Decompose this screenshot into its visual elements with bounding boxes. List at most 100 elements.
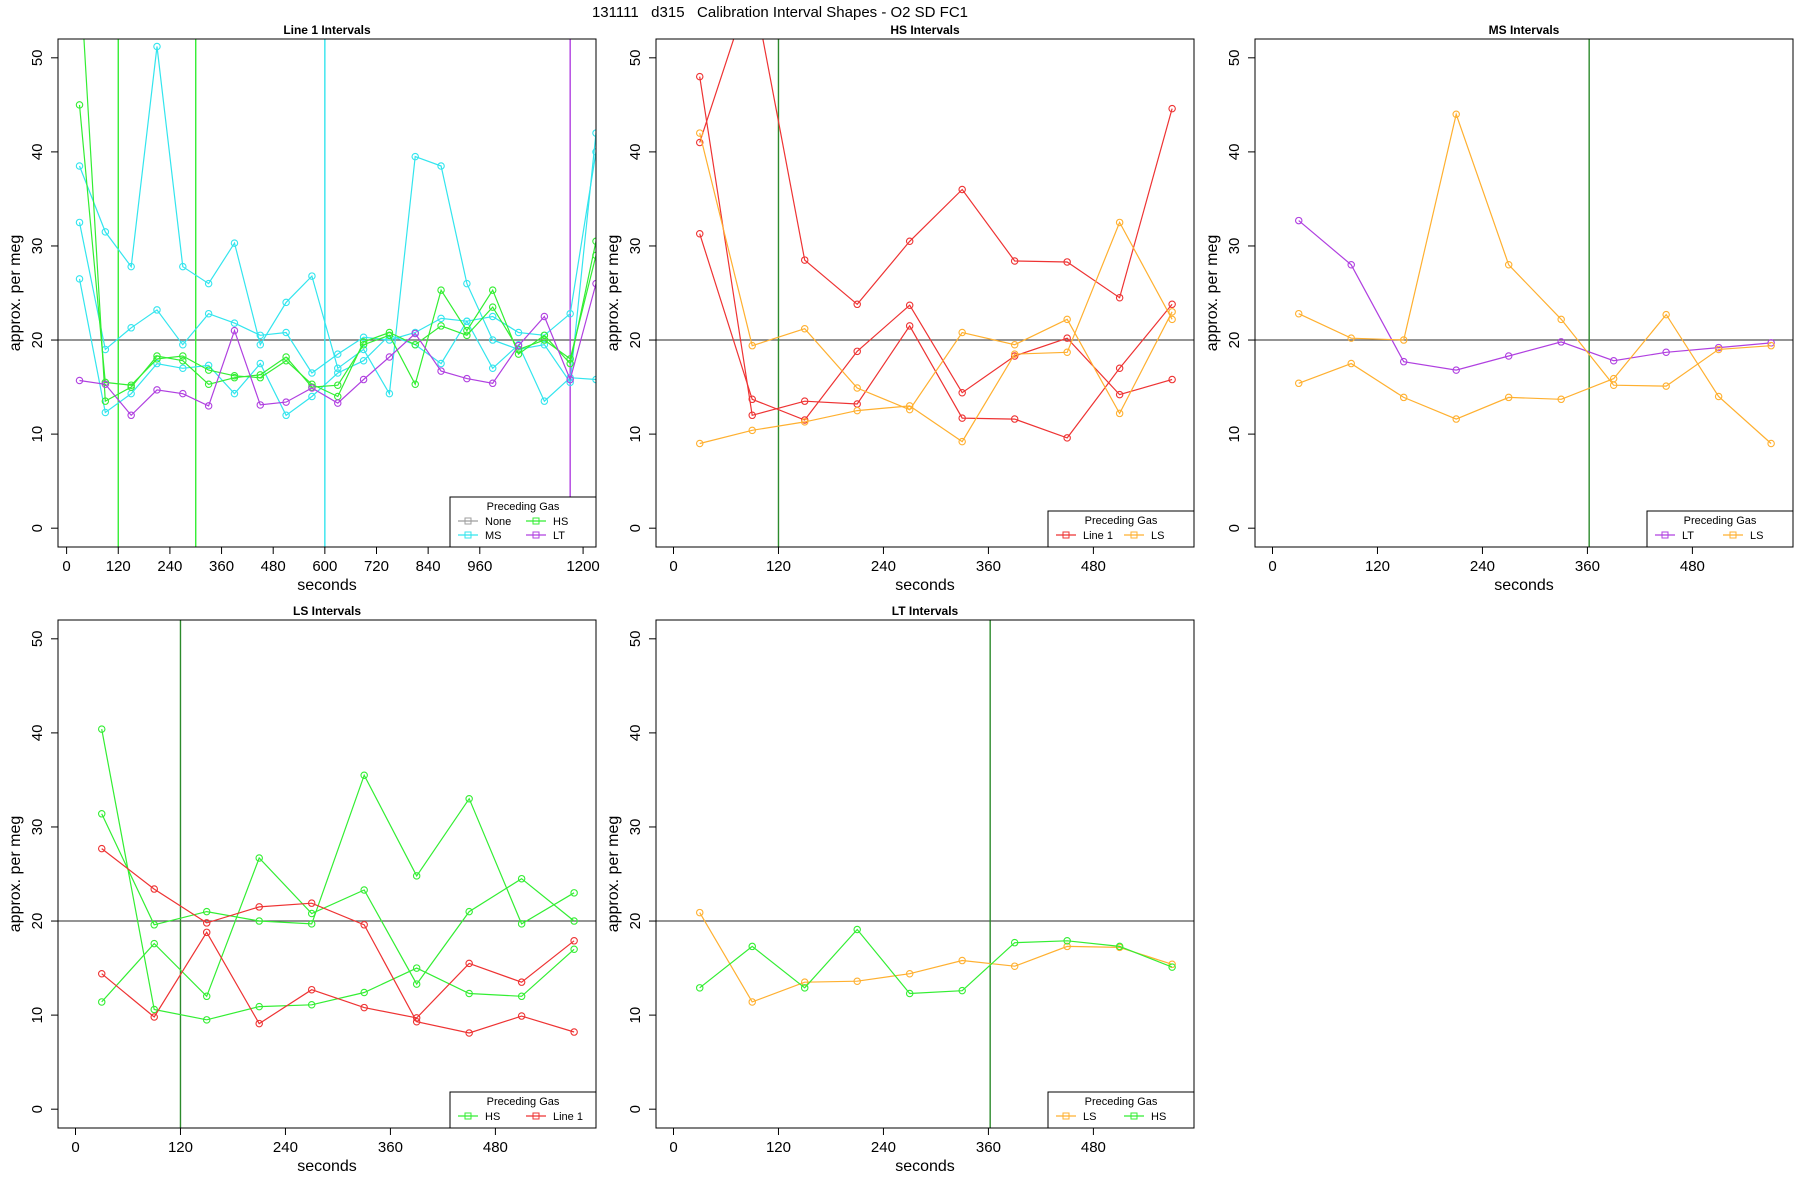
y-tick-label: 20: [627, 332, 644, 349]
data-point: [1168, 300, 1176, 309]
x-axis-label: seconds: [895, 577, 955, 594]
plot-frame: [655, 619, 1195, 1129]
data-point: [1063, 434, 1071, 442]
data-point: [307, 1001, 316, 1009]
legend-swatch-marker: [464, 1112, 472, 1120]
y-axis-label: approx. per meg: [605, 235, 622, 352]
y-tick-label: 30: [627, 819, 644, 836]
y-axis-label: approx. per meg: [605, 816, 622, 933]
data-point: [359, 333, 368, 341]
data-point: [412, 872, 421, 880]
panel-title: LS Intervals: [293, 604, 361, 618]
data-point: [958, 414, 966, 422]
y-tick-label: 50: [627, 49, 644, 66]
series-line: [699, 928, 1173, 995]
data-point: [1294, 379, 1303, 388]
data-point: [256, 331, 265, 340]
data-point: [282, 328, 290, 337]
data-point: [204, 361, 213, 370]
data-point: [179, 262, 187, 271]
legend-box: [1047, 510, 1195, 548]
data-point: [334, 369, 342, 377]
data-point: [308, 272, 316, 280]
data-point: [1452, 415, 1460, 423]
y-tick-label: 0: [29, 1105, 46, 1113]
data-point: [1714, 345, 1723, 354]
series-line: [699, 132, 1173, 415]
data-point: [800, 397, 809, 405]
data-point: [75, 101, 84, 109]
legend-title: Preceding Gas: [1684, 515, 1757, 527]
data-point: [1063, 315, 1071, 324]
data-point: [101, 408, 110, 417]
data-point: [800, 418, 809, 426]
data-point: [1504, 261, 1513, 269]
legend-box: [449, 496, 597, 548]
legend-swatch-marker: [464, 531, 472, 539]
data-point: [905, 301, 914, 309]
x-tick-label: 360: [1575, 558, 1600, 575]
data-point: [204, 279, 213, 288]
data-point: [359, 356, 368, 365]
plot-frame: [57, 619, 597, 1129]
data-point: [517, 1012, 526, 1020]
data-point: [566, 355, 574, 363]
legend-swatch-marker: [1130, 531, 1138, 539]
data-point: [853, 406, 861, 415]
data-point: [1010, 962, 1019, 970]
data-point: [517, 920, 526, 928]
x-tick-label: 0: [62, 558, 70, 575]
data-point: [411, 329, 419, 338]
data-point: [75, 162, 84, 170]
x-tick-label: 480: [1680, 558, 1705, 575]
data-point: [853, 300, 861, 309]
data-point: [437, 367, 445, 375]
data-point: [517, 978, 526, 986]
y-tick-label: 10: [29, 1007, 46, 1024]
data-point: [230, 372, 239, 380]
data-point: [1010, 257, 1019, 265]
legend-label: LS: [1151, 530, 1164, 542]
data-point: [488, 336, 497, 344]
x-tick-label: 120: [168, 1139, 193, 1156]
data-point: [1010, 415, 1019, 423]
data-point: [385, 353, 394, 361]
x-tick-label: 480: [1081, 558, 1106, 575]
data-point: [1115, 364, 1124, 373]
data-point: [75, 376, 84, 385]
data-point: [437, 322, 445, 330]
data-point: [800, 978, 809, 986]
legend-title: Preceding Gas: [1085, 1096, 1158, 1108]
series-line: [699, 39, 1173, 306]
series-line: [1298, 313, 1772, 444]
y-tick-label: 50: [627, 630, 644, 647]
chart-panel-3: MS Intervals 0 120 240 360 480 0 10 20 30 40 50 seco…: [1204, 23, 1794, 594]
data-point: [905, 402, 914, 410]
y-tick-label: 30: [29, 238, 46, 255]
data-point: [540, 312, 549, 321]
data-point: [230, 239, 239, 247]
series-line: [78, 151, 596, 374]
data-point: [1609, 374, 1618, 383]
legend-swatch-marker: [1130, 1112, 1138, 1120]
data-point: [1452, 366, 1460, 374]
legend-label: LS: [1750, 530, 1763, 542]
data-point: [905, 237, 914, 246]
data-point: [463, 374, 471, 383]
data-point: [1294, 309, 1303, 318]
data-point: [308, 384, 316, 392]
data-point: [1399, 336, 1408, 344]
data-point: [465, 907, 473, 916]
data-point: [540, 397, 549, 405]
series-line: [699, 76, 1173, 439]
data-point: [1010, 340, 1019, 349]
data-point: [905, 969, 914, 978]
data-point: [488, 312, 497, 321]
data-point: [570, 945, 578, 954]
data-point: [202, 992, 211, 1001]
y-tick-label: 40: [29, 725, 46, 742]
data-point: [748, 998, 756, 1006]
data-point: [308, 369, 316, 377]
data-point: [517, 874, 526, 883]
data-point: [463, 331, 471, 340]
